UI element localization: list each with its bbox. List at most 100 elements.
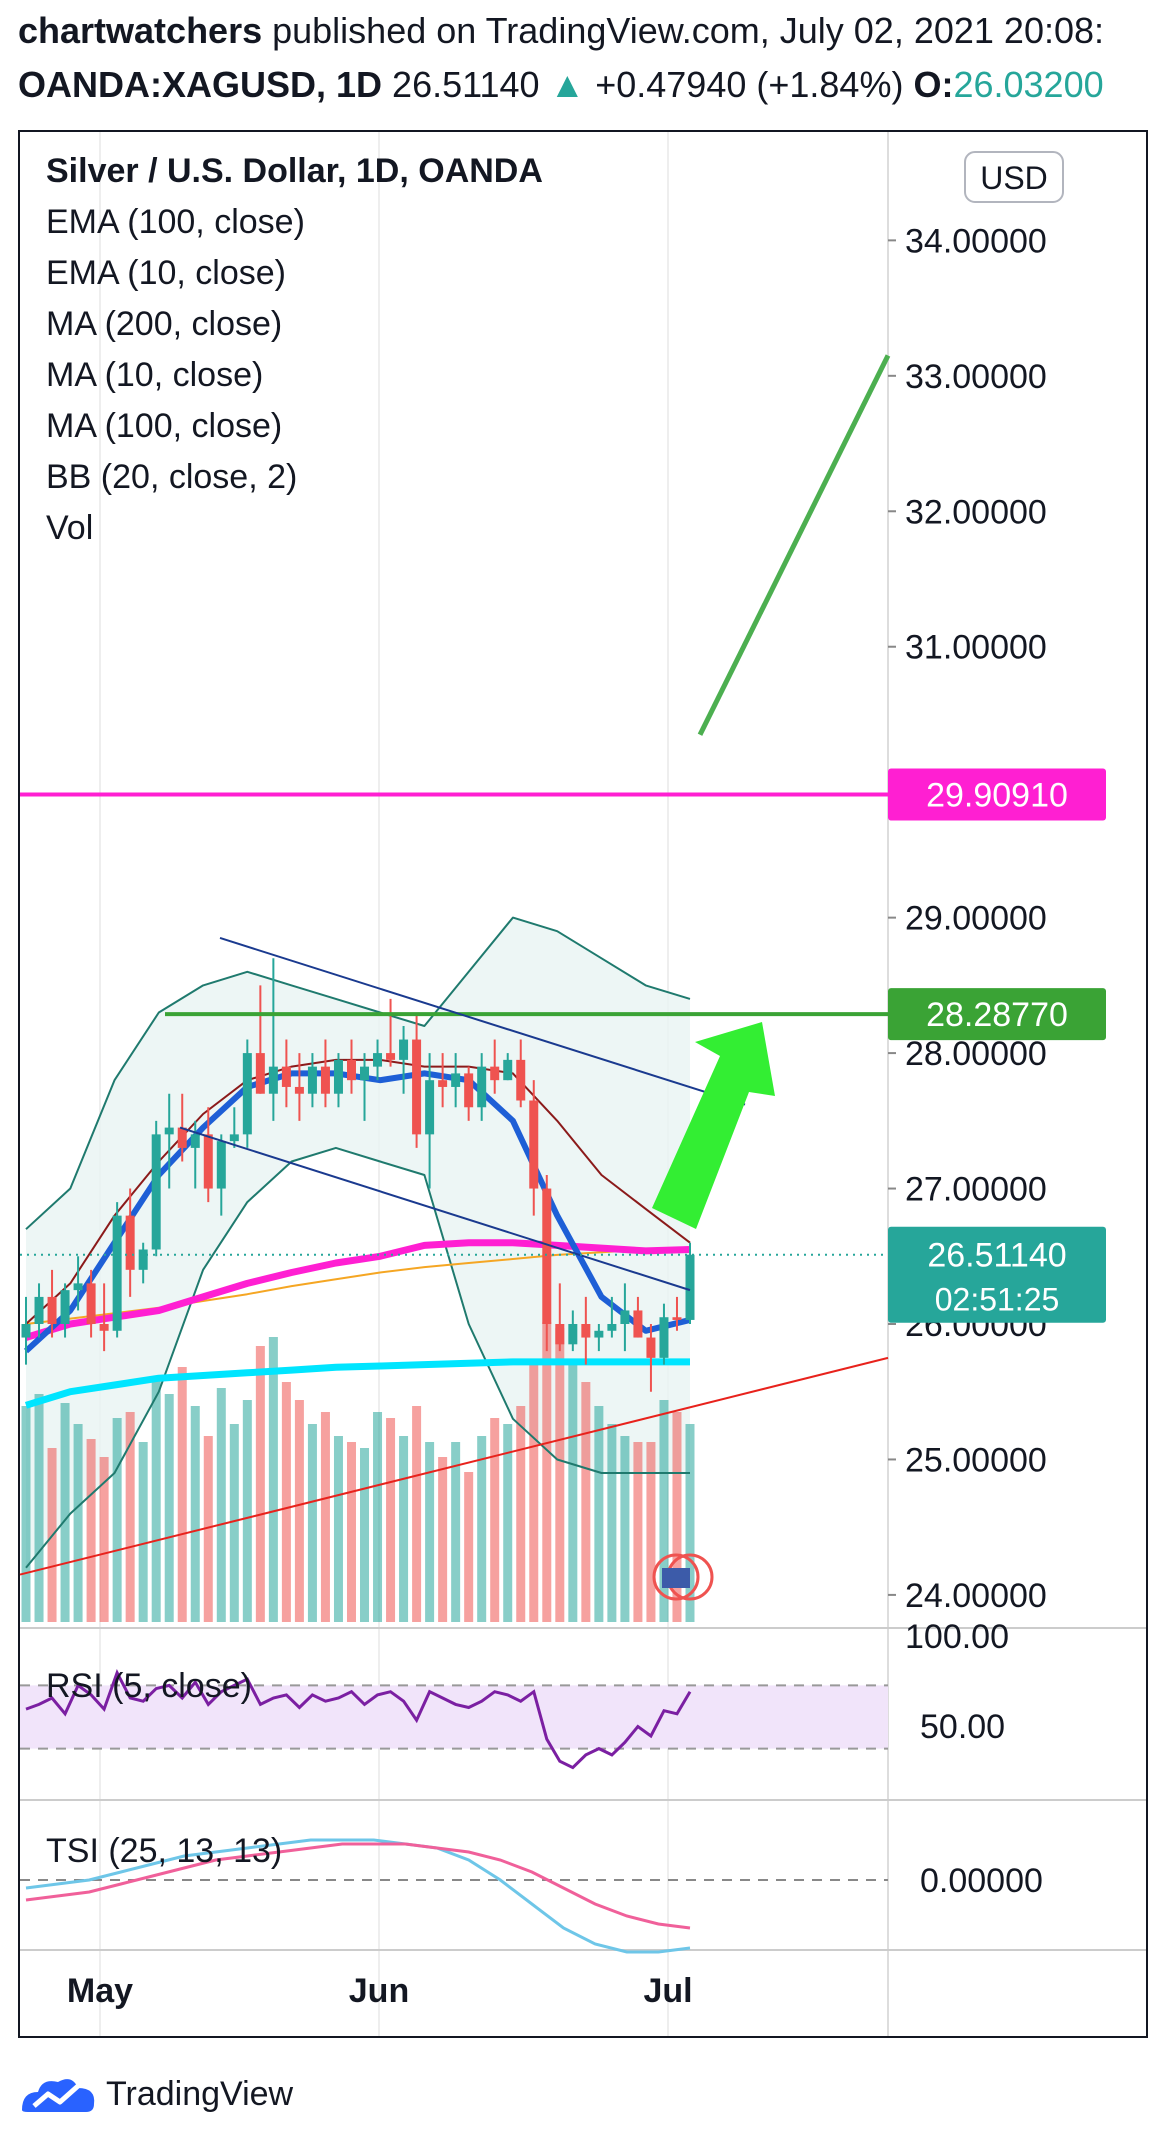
price-tick-label: 29.00000: [905, 900, 1047, 938]
rsi-top-tick: 100.00: [905, 1618, 1009, 1656]
candle: [516, 1039, 526, 1108]
candle-body: [503, 1059, 513, 1081]
tsi-line: [25, 1838, 691, 1954]
legend-ema100[interactable]: EMA (100, close): [46, 203, 305, 241]
volume-bar: [529, 1364, 539, 1622]
candle: [555, 1283, 565, 1352]
legend-bb[interactable]: BB (20, close, 2): [46, 458, 298, 496]
candle-body: [490, 1066, 500, 1081]
candle-body: [138, 1249, 148, 1270]
author-name[interactable]: chartwatchers: [18, 10, 263, 51]
tsi-signal-line: [25, 1842, 691, 1930]
volume-bar: [399, 1436, 409, 1622]
candle: [464, 1066, 474, 1121]
bb-upper-line: [25, 916, 691, 1230]
rsi-band: [20, 1685, 888, 1749]
candle-body: [333, 1059, 343, 1094]
candle-body: [542, 1188, 552, 1324]
volume-bar: [516, 1406, 526, 1622]
candle-body: [516, 1059, 526, 1101]
volume-bar: [177, 1367, 187, 1622]
open-value: 26.03200: [953, 64, 1104, 105]
candle: [503, 1053, 513, 1081]
candle-body: [125, 1215, 135, 1270]
price-tick-label: 31.00000: [905, 629, 1047, 667]
legend-ma10[interactable]: MA (10, close): [46, 356, 264, 394]
candle: [672, 1296, 682, 1331]
open-label: O:: [913, 64, 954, 105]
candle-body: [646, 1337, 656, 1358]
target-price-tag: 28.28770: [926, 996, 1068, 1034]
candle-body: [620, 1310, 630, 1324]
volume-bar: [360, 1448, 370, 1622]
rsi-title: RSI (5, close): [46, 1667, 252, 1705]
candle: [307, 1053, 317, 1108]
candle-body: [86, 1283, 96, 1324]
candle-body: [633, 1310, 643, 1338]
candle: [47, 1269, 57, 1338]
candle: [399, 1026, 409, 1094]
publish-info: chartwatchers published on TradingView.c…: [18, 10, 1104, 52]
ma100-line: [24, 1239, 691, 1341]
volume-bar: [164, 1394, 174, 1622]
candle-body: [451, 1073, 461, 1087]
legend-ema10[interactable]: EMA (10, close): [46, 254, 286, 292]
candle-body: [659, 1317, 669, 1358]
candle: [412, 1012, 422, 1148]
volume-bar: [190, 1406, 200, 1622]
volume-bar: [386, 1418, 396, 1622]
price-tick-label: 27.00000: [905, 1171, 1047, 1209]
candle: [60, 1283, 70, 1338]
legend-vol[interactable]: Vol: [46, 509, 94, 547]
volume-bar: [346, 1442, 356, 1622]
volume-bar: [320, 1412, 330, 1622]
volume-bar: [34, 1394, 44, 1622]
volume-bar: [490, 1418, 500, 1622]
candle: [203, 1107, 213, 1203]
candle-body: [607, 1324, 617, 1331]
volume-bar: [555, 1328, 565, 1622]
ma200-line: [24, 1358, 690, 1409]
candle-body: [346, 1059, 356, 1081]
price-tick-label: 33.00000: [905, 358, 1047, 396]
candle-body: [99, 1324, 109, 1331]
footer-brand[interactable]: TradingView: [18, 2068, 293, 2120]
candle-body: [34, 1296, 44, 1324]
currency-badge-bg: [964, 151, 1064, 203]
candle: [99, 1283, 109, 1352]
candle-body: [555, 1324, 565, 1345]
ema10-line: [25, 1058, 691, 1325]
channel-lower-line: [179, 1126, 691, 1292]
candle-body: [685, 1254, 695, 1320]
volume-bar: [594, 1406, 604, 1622]
candle: [294, 1053, 304, 1121]
candle: [164, 1093, 174, 1189]
candle-body: [151, 1134, 161, 1250]
volume-bar: [425, 1442, 435, 1622]
candle-body: [438, 1080, 448, 1087]
volume-bar: [125, 1412, 135, 1622]
candle: [21, 1296, 31, 1365]
legend-ma200[interactable]: MA (200, close): [46, 305, 283, 343]
candle: [34, 1283, 44, 1338]
chart-frame[interactable]: [18, 130, 1148, 2038]
candle-body: [373, 1053, 383, 1067]
volume-bar: [464, 1472, 474, 1622]
symbol-label: OANDA:XAGUSD, 1D: [18, 64, 383, 105]
event-ring: [652, 1553, 700, 1601]
candle: [646, 1324, 656, 1392]
candle: [151, 1120, 161, 1257]
resistance-price-tag-bg: [888, 768, 1106, 821]
candle-body: [73, 1283, 83, 1291]
candle: [86, 1269, 96, 1338]
candle-body: [568, 1324, 578, 1345]
candle-body: [21, 1324, 31, 1338]
candle-body: [203, 1134, 213, 1189]
candle: [112, 1202, 122, 1338]
legend-ma100[interactable]: MA (100, close): [46, 407, 283, 445]
candle: [633, 1296, 643, 1338]
volume-bar: [477, 1436, 487, 1622]
candle-body: [190, 1134, 200, 1148]
target-price-tag-bg: [888, 988, 1106, 1041]
